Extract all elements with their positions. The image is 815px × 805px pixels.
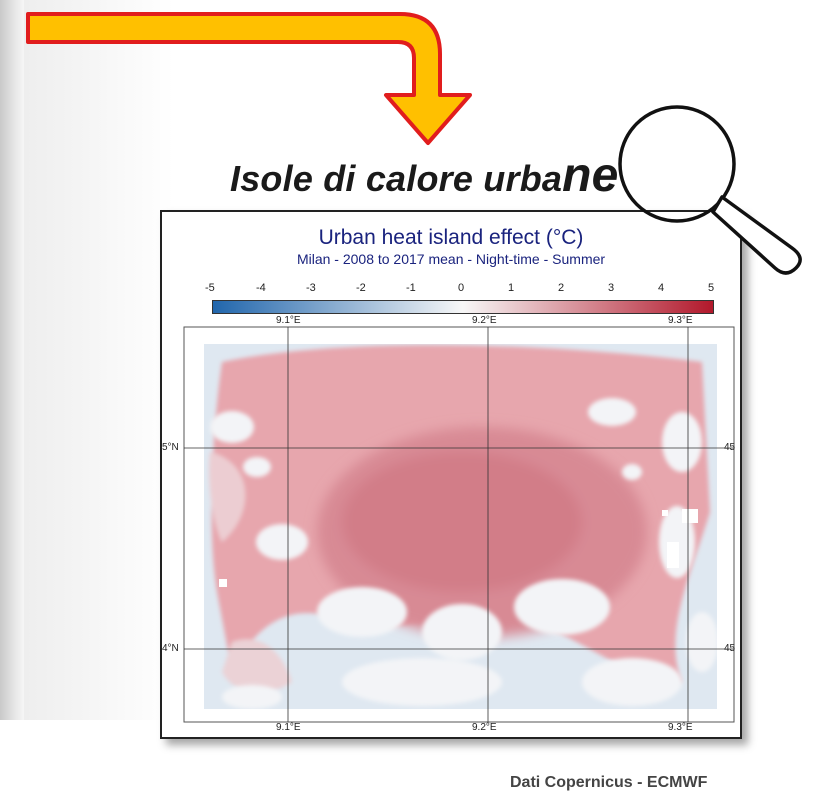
colorbar-tick: -5 [205, 282, 215, 294]
map-subtitle: Milan - 2008 to 2017 mean - Night-time -… [296, 251, 606, 267]
left-border-shadow [0, 0, 24, 720]
lat-label-left: 4°N [162, 643, 179, 654]
lon-label-top: 9.2°E [472, 315, 497, 326]
colorbar-tick: 4 [658, 282, 665, 294]
lon-label-top: 9.1°E [276, 315, 301, 326]
lat-label-right: 45 [724, 442, 736, 453]
colorbar-tick: -1 [406, 282, 416, 294]
colorbar-tick: 3 [608, 282, 615, 294]
map-figure: Urban heat island effect (°C) Milan - 20… [160, 210, 742, 739]
heat-layer [204, 344, 717, 709]
colorbar-tick: -4 [256, 282, 266, 294]
colorbar-tick: -2 [356, 282, 366, 294]
lat-label-right: 45 [724, 643, 736, 654]
lon-label-top: 9.3°E [668, 315, 693, 326]
colorbar-tick: 1 [508, 282, 515, 294]
headline: Isole di calore urbane [230, 148, 619, 203]
lon-label-bottom: 9.1°E [276, 722, 301, 733]
heat-map [183, 326, 735, 723]
lat-label-left: 5°N [162, 442, 179, 453]
data-credit: Dati Copernicus - ECMWF [510, 774, 708, 791]
colorbar [212, 300, 714, 314]
lon-label-bottom: 9.3°E [668, 722, 693, 733]
colorbar-tick: 2 [558, 282, 565, 294]
headline-text: Isole di calore urba [230, 158, 563, 199]
colorbar-tick: 5 [708, 282, 715, 294]
colorbar-tick: -3 [306, 282, 316, 294]
headline-magnified-text: ne [562, 149, 619, 202]
left-panel-fade [24, 0, 174, 720]
map-title: Urban heat island effect (°C) [318, 226, 584, 249]
colorbar-tick: 0 [458, 282, 465, 294]
lon-label-bottom: 9.2°E [472, 722, 497, 733]
